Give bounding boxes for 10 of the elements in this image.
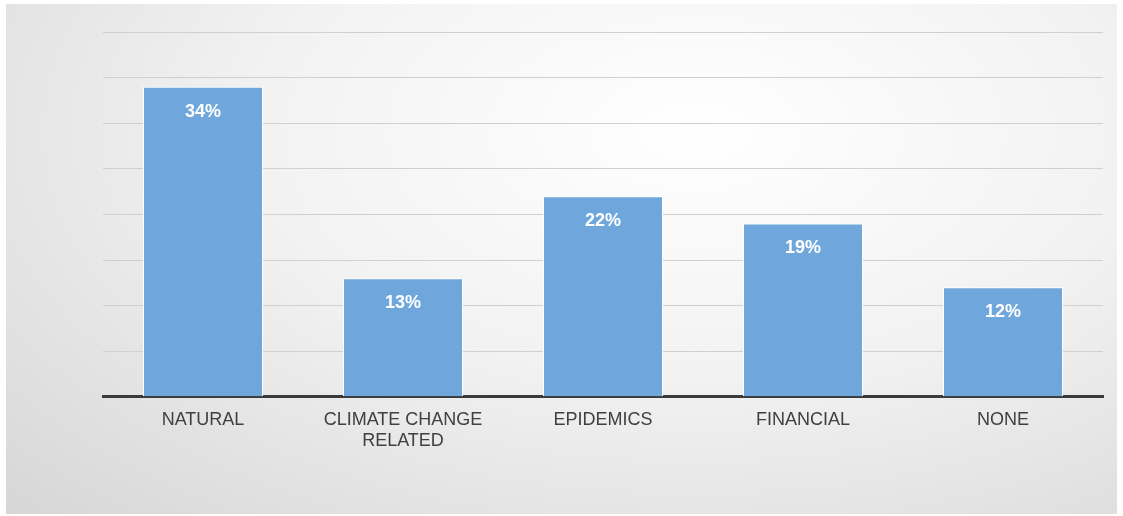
x-tick-label: FINANCIAL	[755, 408, 851, 429]
data-label: 19%	[784, 237, 822, 258]
x-tick-label: EPIDEMICS	[553, 408, 653, 429]
data-label: 34%	[184, 100, 222, 121]
x-tick-label: CLIMATE CHANGE RELATED	[323, 408, 483, 451]
data-label: 13%	[384, 292, 422, 313]
x-tick-label: NONE	[976, 408, 1030, 429]
x-tick-label: NATURAL	[161, 408, 245, 429]
data-label: 12%	[984, 301, 1022, 322]
data-label: 22%	[584, 210, 622, 231]
